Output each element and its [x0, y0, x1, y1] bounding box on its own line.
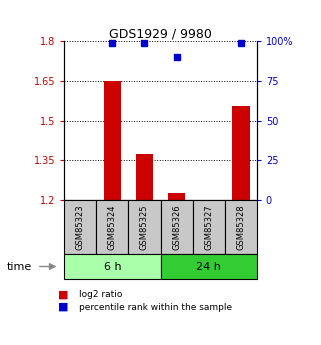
Text: GSM85323: GSM85323	[76, 204, 85, 250]
Text: time: time	[6, 262, 32, 272]
Text: GSM85325: GSM85325	[140, 204, 149, 249]
Bar	[103, 81, 121, 200]
Text: ■: ■	[58, 290, 68, 300]
Text: log2 ratio: log2 ratio	[79, 290, 122, 299]
Bar	[135, 154, 153, 200]
Bar	[232, 106, 250, 200]
Bar	[168, 194, 186, 200]
Text: GSM85324: GSM85324	[108, 204, 117, 249]
Text: percentile rank within the sample: percentile rank within the sample	[79, 303, 232, 312]
Text: 6 h: 6 h	[104, 262, 121, 272]
Title: GDS1929 / 9980: GDS1929 / 9980	[109, 27, 212, 40]
Text: GSM85327: GSM85327	[204, 204, 213, 250]
Text: GSM85326: GSM85326	[172, 204, 181, 250]
Text: GSM85328: GSM85328	[236, 204, 245, 250]
Text: 24 h: 24 h	[196, 262, 221, 272]
Text: ■: ■	[58, 302, 68, 312]
